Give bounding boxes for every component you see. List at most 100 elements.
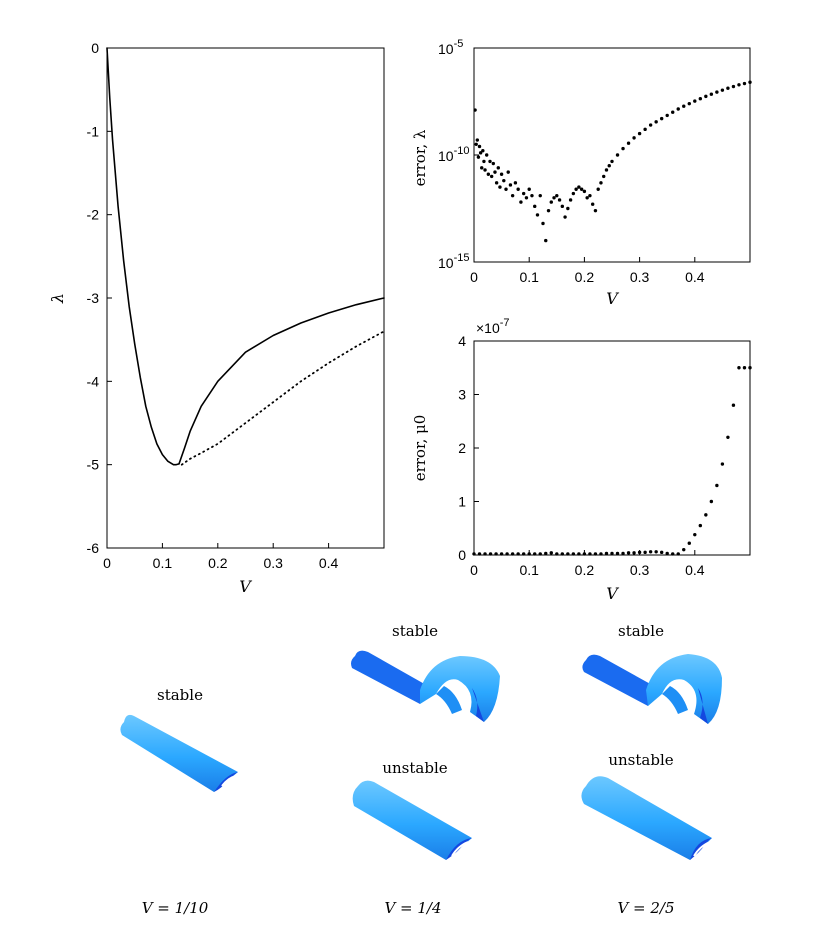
p3-ytick-2: 2 (458, 440, 466, 456)
caption-v-2-5: V = 2/5 (617, 899, 674, 917)
plot-error-mu-xlabel: V (606, 584, 619, 603)
p2-point-22 (506, 170, 510, 174)
p3-point-46 (726, 435, 730, 439)
p2-point-39 (552, 196, 556, 200)
p2-ytick-base-1: 10 (438, 148, 454, 164)
p3-point-44 (715, 483, 719, 488)
p3-point-28 (626, 551, 631, 555)
p2-point-7 (481, 149, 485, 153)
p2-point-45 (568, 198, 573, 202)
p3-point-47 (731, 403, 736, 407)
p2-point-38 (549, 200, 553, 204)
p2-point-41 (557, 198, 562, 202)
p3-point-6 (505, 552, 509, 556)
p1-ytick-4: -4 (87, 373, 100, 389)
p1-xtick-4: 0.4 (319, 555, 339, 571)
p2-point-67 (648, 123, 653, 127)
p2-point-17 (496, 166, 500, 170)
p3-xtick-3: 0.3 (630, 562, 650, 578)
p1-xtick-2: 0.2 (208, 555, 228, 571)
p3-point-0 (472, 552, 476, 556)
plot-lambda-ticks: 0 0.1 0.2 0.3 0.4 0 -1 -2 -3 -4 -5 -6 (87, 40, 339, 571)
p2-point-49 (579, 187, 584, 191)
p2-point-79 (715, 90, 719, 94)
p2-point-65 (637, 131, 642, 136)
p2-point-40 (555, 193, 559, 198)
p2-point-72 (676, 107, 680, 111)
p2-point-52 (588, 193, 592, 198)
p2-point-85 (748, 80, 752, 84)
p2-point-29 (524, 196, 529, 200)
p3-xtick-0: 0 (470, 562, 478, 578)
plot-lambda-series (106, 47, 385, 466)
p3-point-37 (676, 552, 680, 556)
p3-point-5 (499, 552, 504, 556)
p3-point-35 (665, 551, 669, 556)
p2-xtick-2: 0.2 (575, 269, 595, 285)
p3-ytick-4: 4 (458, 333, 466, 349)
p3-point-17 (566, 552, 570, 556)
p2-point-14 (491, 161, 496, 166)
tube-v-1-4-unstable (352, 780, 472, 860)
tube-v-2-5-unstable (581, 776, 712, 860)
caption-v-1-4: V = 1/4 (384, 899, 441, 917)
p2-point-8 (482, 159, 486, 164)
p1-ytick-2: -2 (87, 207, 100, 223)
p2-point-71 (671, 110, 675, 114)
p2-point-61 (615, 153, 620, 157)
p2-point-51 (585, 196, 589, 200)
p2-point-20 (502, 178, 506, 183)
p2-point-26 (516, 187, 520, 191)
plot-lambda-frame (106, 47, 385, 549)
p3-point-1 (477, 552, 482, 556)
p2-ytick-0: 10-5 (438, 38, 463, 57)
p2-point-23 (508, 183, 513, 187)
p2-ytick-exp-2: -15 (454, 252, 470, 264)
p3-xtick-1: 0.1 (519, 562, 539, 578)
p2-point-18 (498, 185, 502, 189)
p3-point-14 (549, 551, 553, 555)
p3-point-41 (698, 523, 703, 528)
plot-error-mu-ticks: 0 0.1 0.2 0.3 0.4 0 1 2 3 4 (458, 333, 705, 578)
p2-point-76 (698, 97, 703, 101)
p2-point-70 (665, 113, 669, 118)
p3-ytick-0: 0 (458, 547, 466, 563)
p3-point-43 (709, 499, 714, 504)
p2-point-16 (494, 181, 499, 185)
p2-point-47 (574, 187, 578, 191)
p2-point-73 (682, 104, 686, 108)
shape-label-stable-3: stable (618, 622, 664, 640)
p2-point-64 (632, 136, 636, 140)
p2-point-42 (560, 204, 565, 209)
p2-point-1 (474, 142, 478, 146)
plot-lambda: 0 0.1 0.2 0.3 0.4 0 -1 -2 -3 -4 -5 -6 V λ (48, 40, 385, 596)
p2-point-83 (737, 83, 741, 87)
p2-point-35 (541, 221, 545, 226)
p3-point-36 (671, 552, 675, 556)
p1-series-2-dotted (180, 330, 385, 466)
p1-ytick-6: -6 (87, 540, 100, 556)
p3-point-16 (560, 552, 565, 556)
p3-point-40 (693, 532, 697, 537)
p2-point-81 (726, 86, 730, 90)
p2-point-34 (538, 193, 542, 198)
p2-point-43 (563, 215, 567, 219)
p2-point-4 (477, 144, 482, 149)
p2-point-75 (693, 99, 697, 103)
p2-point-63 (626, 141, 631, 145)
p2-point-11 (486, 172, 491, 176)
p1-series-1-solid (178, 297, 385, 465)
p2-ytick-1: 10-10 (438, 145, 469, 164)
p3-point-50 (748, 366, 752, 370)
shape-panel: stable stable unstable stable (120, 622, 722, 917)
p2-xtick-0: 0 (470, 269, 478, 285)
p3-point-30 (637, 550, 642, 555)
p2-point-25 (513, 181, 518, 185)
p2-point-50 (582, 189, 587, 194)
p2-point-15 (493, 170, 497, 174)
p2-point-44 (566, 206, 570, 211)
p3-point-11 (533, 552, 537, 556)
p2-ytick-exp-1: -10 (454, 145, 470, 157)
